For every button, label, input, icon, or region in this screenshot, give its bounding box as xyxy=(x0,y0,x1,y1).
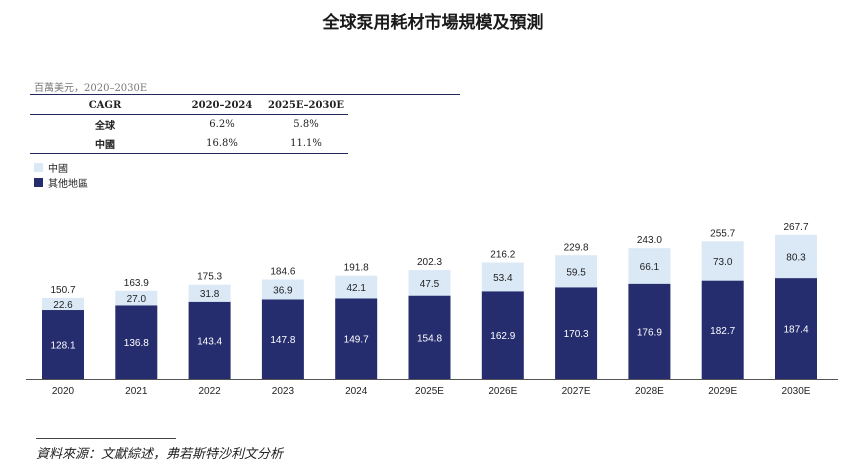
label-china-2022: 31.8 xyxy=(200,289,220,300)
bar-china-2028E xyxy=(628,248,671,284)
bar-other-2025E xyxy=(408,295,451,379)
bar-other-2028E xyxy=(628,283,671,379)
label-total-2024: 191.8 xyxy=(344,263,369,274)
cagr-row-label: 全球 xyxy=(95,121,115,132)
cagr-header-period-2: 2025E–2030E xyxy=(268,99,344,111)
bar-china-2022 xyxy=(188,284,231,302)
bar-china-2027E xyxy=(555,255,598,288)
label-other-2023: 147.8 xyxy=(270,335,295,346)
bar-other-2030E xyxy=(775,278,817,379)
cagr-header-label: CAGR xyxy=(88,99,122,111)
label-china-2021: 27.0 xyxy=(127,294,147,305)
bar-other-2026E xyxy=(481,291,524,379)
legend-label-china: 中國 xyxy=(48,164,68,175)
label-other-2027E: 170.3 xyxy=(564,329,589,340)
legend-item-china: 中國 xyxy=(34,160,88,175)
label-china-2026E: 53.4 xyxy=(493,273,513,284)
label-total-2026E: 216.2 xyxy=(490,250,515,261)
x-tick-2026E: 2026E xyxy=(488,386,517,397)
x-tick-2028E: 2028E xyxy=(635,386,664,397)
bar-china-2020 xyxy=(42,297,84,311)
legend-swatch-china xyxy=(34,163,43,172)
label-total-2025E: 202.3 xyxy=(417,257,442,268)
label-china-2020: 22.6 xyxy=(53,300,73,311)
bar-china-2029E xyxy=(701,241,744,281)
legend-swatch-other xyxy=(34,178,43,187)
chart-title: 全球泵用耗材市場規模及預測 xyxy=(322,13,544,33)
bar-other-2027E xyxy=(555,287,598,379)
label-other-2026E: 162.9 xyxy=(490,331,515,342)
x-tick-2023: 2023 xyxy=(272,386,295,397)
cagr-header-row: CAGR 2020–2024 2025E–2030E xyxy=(30,96,348,115)
x-tick-2022: 2022 xyxy=(198,386,221,397)
bar-other-2029E xyxy=(701,280,744,379)
label-total-2020: 150.7 xyxy=(50,285,75,296)
x-tick-2030E: 2030E xyxy=(782,386,811,397)
x-tick-2024: 2024 xyxy=(345,386,368,397)
label-other-2024: 149.7 xyxy=(344,335,369,346)
cagr-table: CAGR 2020–2024 2025E–2030E 全球 6.2% 5.8% … xyxy=(30,96,348,154)
cagr-row-china: 中國 16.8% 11.1% xyxy=(30,134,348,154)
label-other-2028E: 176.9 xyxy=(637,327,662,338)
label-china-2029E: 73.0 xyxy=(713,257,733,268)
cagr-value: 16.8% xyxy=(206,138,238,149)
label-other-2029E: 182.7 xyxy=(710,326,735,337)
x-tick-2025E: 2025E xyxy=(415,386,444,397)
bar-china-2025E xyxy=(408,270,451,296)
label-total-2023: 184.6 xyxy=(270,267,295,278)
cagr-value: 5.8% xyxy=(293,119,319,130)
label-other-2022: 143.4 xyxy=(197,336,222,347)
source-note: 資料來源：文獻綜述，弗若斯特沙利文分析 xyxy=(36,447,284,462)
x-tick-2020: 2020 xyxy=(52,386,75,397)
unit-divider xyxy=(30,94,460,95)
label-total-2022: 175.3 xyxy=(197,272,222,283)
label-china-2023: 36.9 xyxy=(273,285,293,296)
bar-other-2020 xyxy=(42,310,84,379)
label-other-2025E: 154.8 xyxy=(417,333,442,344)
label-china-2030E: 80.3 xyxy=(786,252,806,263)
source-divider xyxy=(36,438,176,439)
cagr-value: 6.2% xyxy=(209,119,235,130)
label-other-2020: 128.1 xyxy=(50,341,75,352)
bar-china-2030E xyxy=(775,234,817,279)
bar-other-2021 xyxy=(115,305,158,379)
x-tick-2029E: 2029E xyxy=(708,386,737,397)
cagr-header-period-1: 2020–2024 xyxy=(191,99,253,111)
legend-label-other: 其他地區 xyxy=(48,179,88,190)
bar-china-2021 xyxy=(115,290,158,306)
x-tick-2027E: 2027E xyxy=(562,386,591,397)
bar-other-2024 xyxy=(335,298,378,379)
label-total-2028E: 243.0 xyxy=(637,235,662,246)
label-total-2021: 163.9 xyxy=(124,278,149,289)
cagr-row-global: 全球 6.2% 5.8% xyxy=(30,115,348,135)
legend-item-other: 其他地區 xyxy=(34,175,88,190)
cagr-value: 11.1% xyxy=(290,138,322,149)
x-tick-2021: 2021 xyxy=(125,386,148,397)
cagr-row-label: 中國 xyxy=(95,140,115,151)
label-china-2028E: 66.1 xyxy=(640,262,660,273)
bar-china-2023 xyxy=(261,279,304,300)
label-total-2027E: 229.8 xyxy=(564,242,589,253)
label-total-2029E: 255.7 xyxy=(710,228,735,239)
bar-other-2022 xyxy=(188,301,231,379)
unit-note: 百萬美元，2020–2030E xyxy=(34,83,148,94)
bar-other-2023 xyxy=(261,299,304,379)
label-other-2030E: 187.4 xyxy=(783,325,808,336)
label-total-2030E: 267.7 xyxy=(783,222,808,233)
label-china-2027E: 59.5 xyxy=(566,267,586,278)
label-china-2025E: 47.5 xyxy=(420,279,440,290)
chart-legend: 中國 其他地區 xyxy=(34,160,88,190)
label-other-2021: 136.8 xyxy=(124,338,149,349)
bar-china-2026E xyxy=(481,262,524,292)
bar-china-2024 xyxy=(335,275,378,299)
label-china-2024: 42.1 xyxy=(346,283,366,294)
